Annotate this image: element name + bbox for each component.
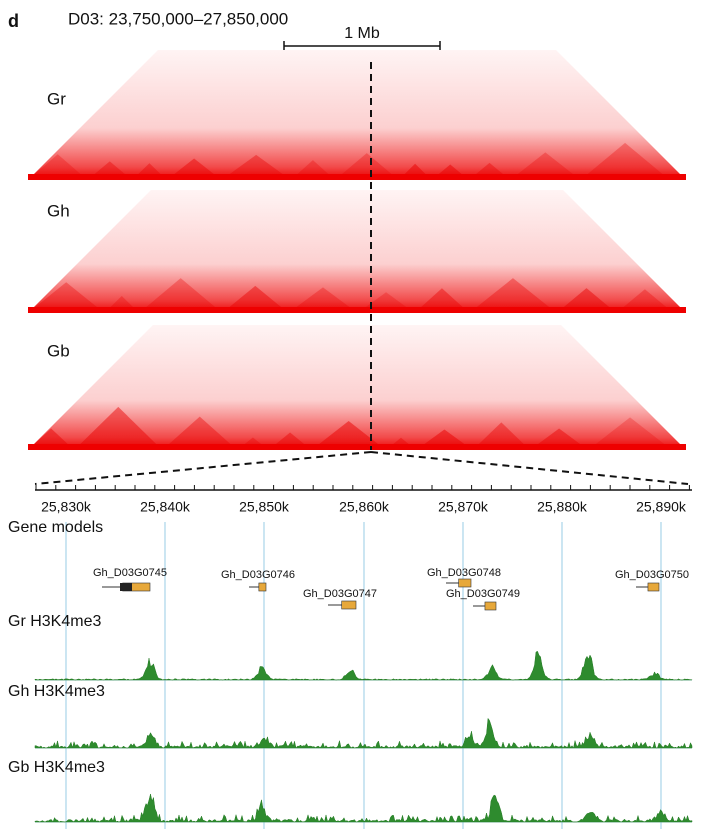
signal-track-label: Gr H3K4me3 [8,613,101,630]
axis-tick-label: 25,840k [140,499,191,515]
axis-tick-label: 25,870k [438,499,489,515]
zoom-line [370,451,689,485]
hic-track-label: Gb [47,341,70,360]
axis: 25,830k 25,840k 25,850k 25,860k 25,870k 25,88… [35,485,690,829]
tad [28,154,88,180]
gene-label: Gh_D03G0745 [93,567,167,579]
tad [556,288,617,313]
gene-exon [484,601,497,611]
tad [222,285,289,313]
hic-map [28,50,686,180]
signal-tracks: Gr H3K4me3 Gh H3K4me3 Gb H3K4me3 [8,613,693,823]
tad [469,278,557,313]
gene-exon [258,582,267,592]
signal [34,717,693,749]
hic-diagonal [28,307,686,313]
signal [34,650,693,681]
axis-tick-label: 25,830k [41,499,92,515]
gene-models: Gh_D03G0745 Gh_D03G0746 Gh_D03G0747 Gh_D03G… [93,567,689,611]
tad [139,278,223,313]
hic-diagonal [28,174,686,180]
tad [588,417,672,450]
gene-label: Gh_D03G0750 [615,569,689,581]
gene-label: Gh_D03G0747 [303,588,377,600]
hic-map [28,325,686,450]
tad [74,406,163,450]
tad [221,154,291,180]
gene-label: Gh_D03G0749 [446,588,520,600]
tad [472,422,531,450]
axis-tick-label: 25,880k [537,499,588,515]
gene-track-label: Gene models [8,519,103,536]
hic-maps: Gr Gh Gb [28,50,686,450]
tad [28,282,105,313]
gene-label: Gh_D03G0746 [221,569,295,581]
axis-tick-label: 25,890k [636,499,687,515]
hic-track-label: Gh [47,201,70,220]
tad [580,142,670,180]
gene-exon-dark [120,583,132,591]
signal-track-label: Gb H3K4me3 [8,759,105,776]
zoom-line [34,451,372,485]
gene-label: Gh_D03G0748 [427,567,501,579]
gene-exon [341,600,357,610]
gene-exon [458,578,472,588]
tad [334,153,399,180]
region-label: D03: 23,750,000–27,850,000 [68,9,288,28]
tad [414,288,470,313]
axis-tick-label: 25,850k [239,499,290,515]
tad [162,416,238,450]
axis-tick-label: 25,860k [339,499,390,515]
hic-track-label: Gr [47,89,66,108]
signal-track-label: Gh H3K4me3 [8,683,105,700]
hic-map [28,190,686,313]
gene-exon [647,582,660,592]
tad [288,287,358,313]
scale-bar-label: 1 Mb [344,25,380,42]
hic-diagonal [28,444,686,450]
signal [34,793,693,823]
panel-label: d [8,11,19,31]
tad [311,421,386,450]
tad [510,152,581,180]
